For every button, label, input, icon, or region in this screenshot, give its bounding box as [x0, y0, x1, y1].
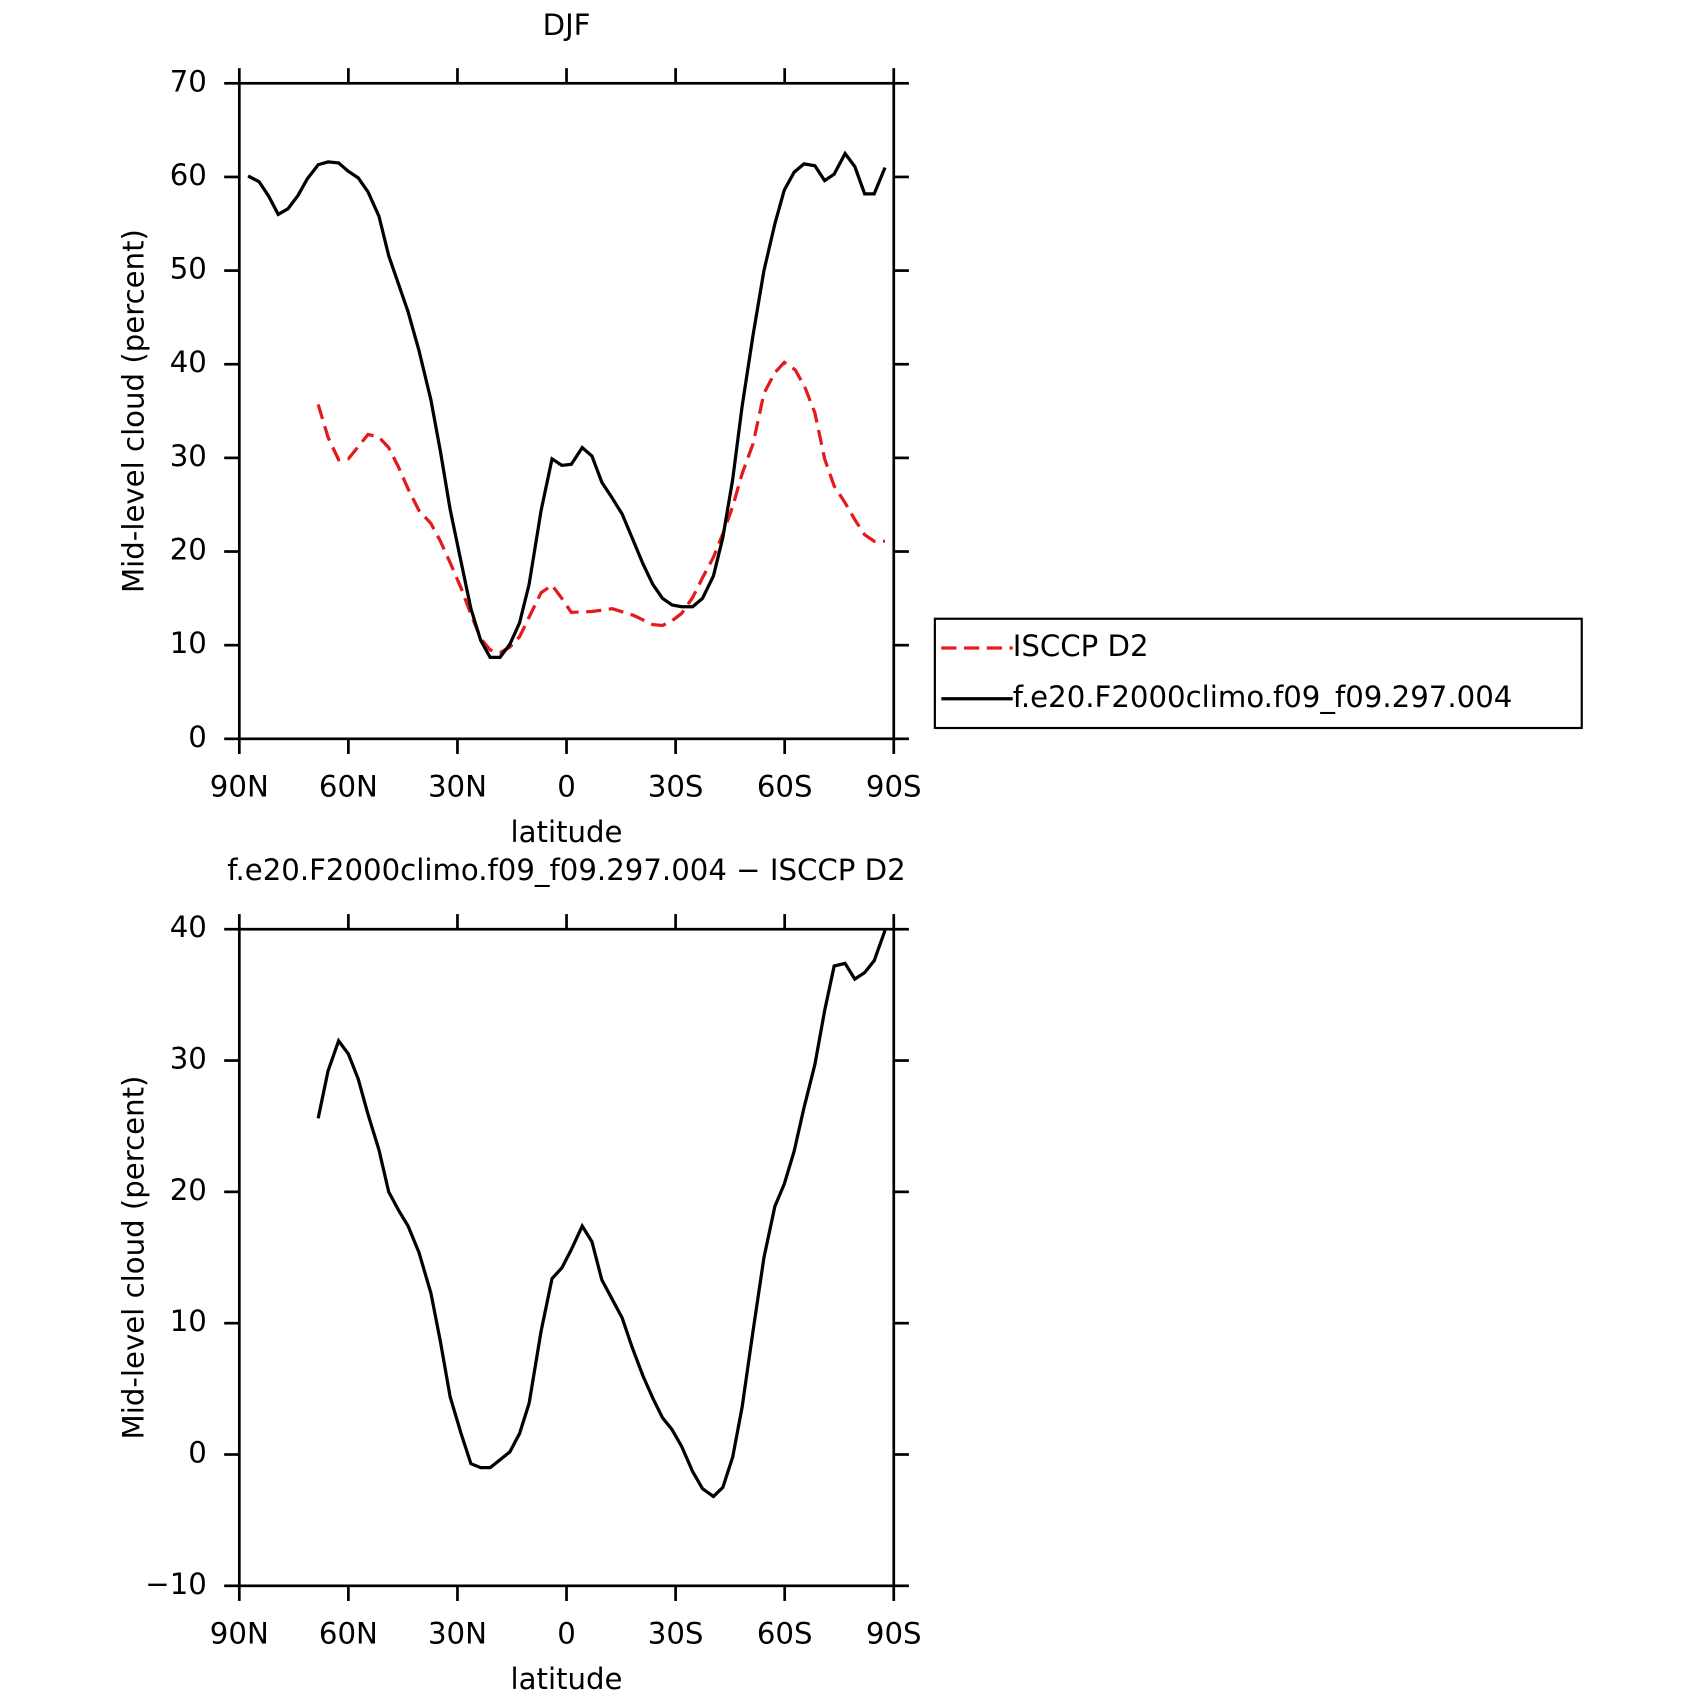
y-tick-label: 50 — [170, 252, 207, 286]
data-line — [247, 150, 887, 659]
x-tick-label: 30S — [648, 770, 704, 804]
x-tick-label: 0 — [557, 1617, 576, 1651]
x-tick-label: 30N — [428, 770, 487, 804]
data-line — [316, 360, 885, 655]
y-tick-label: 20 — [170, 1173, 207, 1207]
x-tick-label: 60N — [319, 1617, 378, 1651]
y-tick-label: 40 — [170, 345, 207, 379]
x-axis-label: latitude — [511, 1662, 623, 1694]
chart-title: DJF — [543, 8, 591, 42]
data-line — [316, 929, 887, 1499]
x-tick-label: 90N — [210, 770, 269, 804]
x-tick-label: 0 — [557, 770, 576, 804]
plot-frame — [237, 81, 896, 741]
y-axis-label: Mid-level cloud (percent) — [116, 1076, 150, 1440]
x-tick-label: 30N — [428, 1617, 487, 1651]
x-axis-label: latitude — [511, 815, 623, 849]
x-tick-label: 60S — [757, 770, 813, 804]
x-tick-label: 30S — [648, 1617, 704, 1651]
legend-label: f.e20.F2000climo.f09_f09.297.004 — [1013, 680, 1513, 714]
y-tick-label: 20 — [170, 533, 207, 567]
chart-title: f.e20.F2000climo.f09_f09.297.004 − ISCCP… — [227, 853, 905, 887]
y-tick-label: 10 — [170, 1304, 207, 1338]
legend-label: ISCCP D2 — [1013, 629, 1149, 663]
y-tick-label: 40 — [170, 910, 207, 944]
x-tick-label: 90S — [866, 1617, 922, 1651]
x-tick-label: 60N — [319, 770, 378, 804]
y-tick-label: 10 — [170, 626, 207, 660]
y-tick-label: 60 — [170, 158, 207, 192]
y-tick-label: 70 — [170, 64, 207, 98]
y-tick-label: 30 — [170, 439, 207, 473]
legend-box — [933, 617, 1583, 730]
y-tick-label: 0 — [188, 1436, 207, 1470]
x-tick-label: 90N — [210, 1617, 269, 1651]
y-tick-label: 0 — [188, 720, 207, 754]
y-tick-label: −10 — [145, 1567, 207, 1601]
x-tick-label: 60S — [757, 1617, 813, 1651]
x-tick-label: 90S — [866, 770, 922, 804]
y-axis-label: Mid-level cloud (percent) — [116, 229, 150, 593]
y-tick-label: 30 — [170, 1042, 207, 1076]
